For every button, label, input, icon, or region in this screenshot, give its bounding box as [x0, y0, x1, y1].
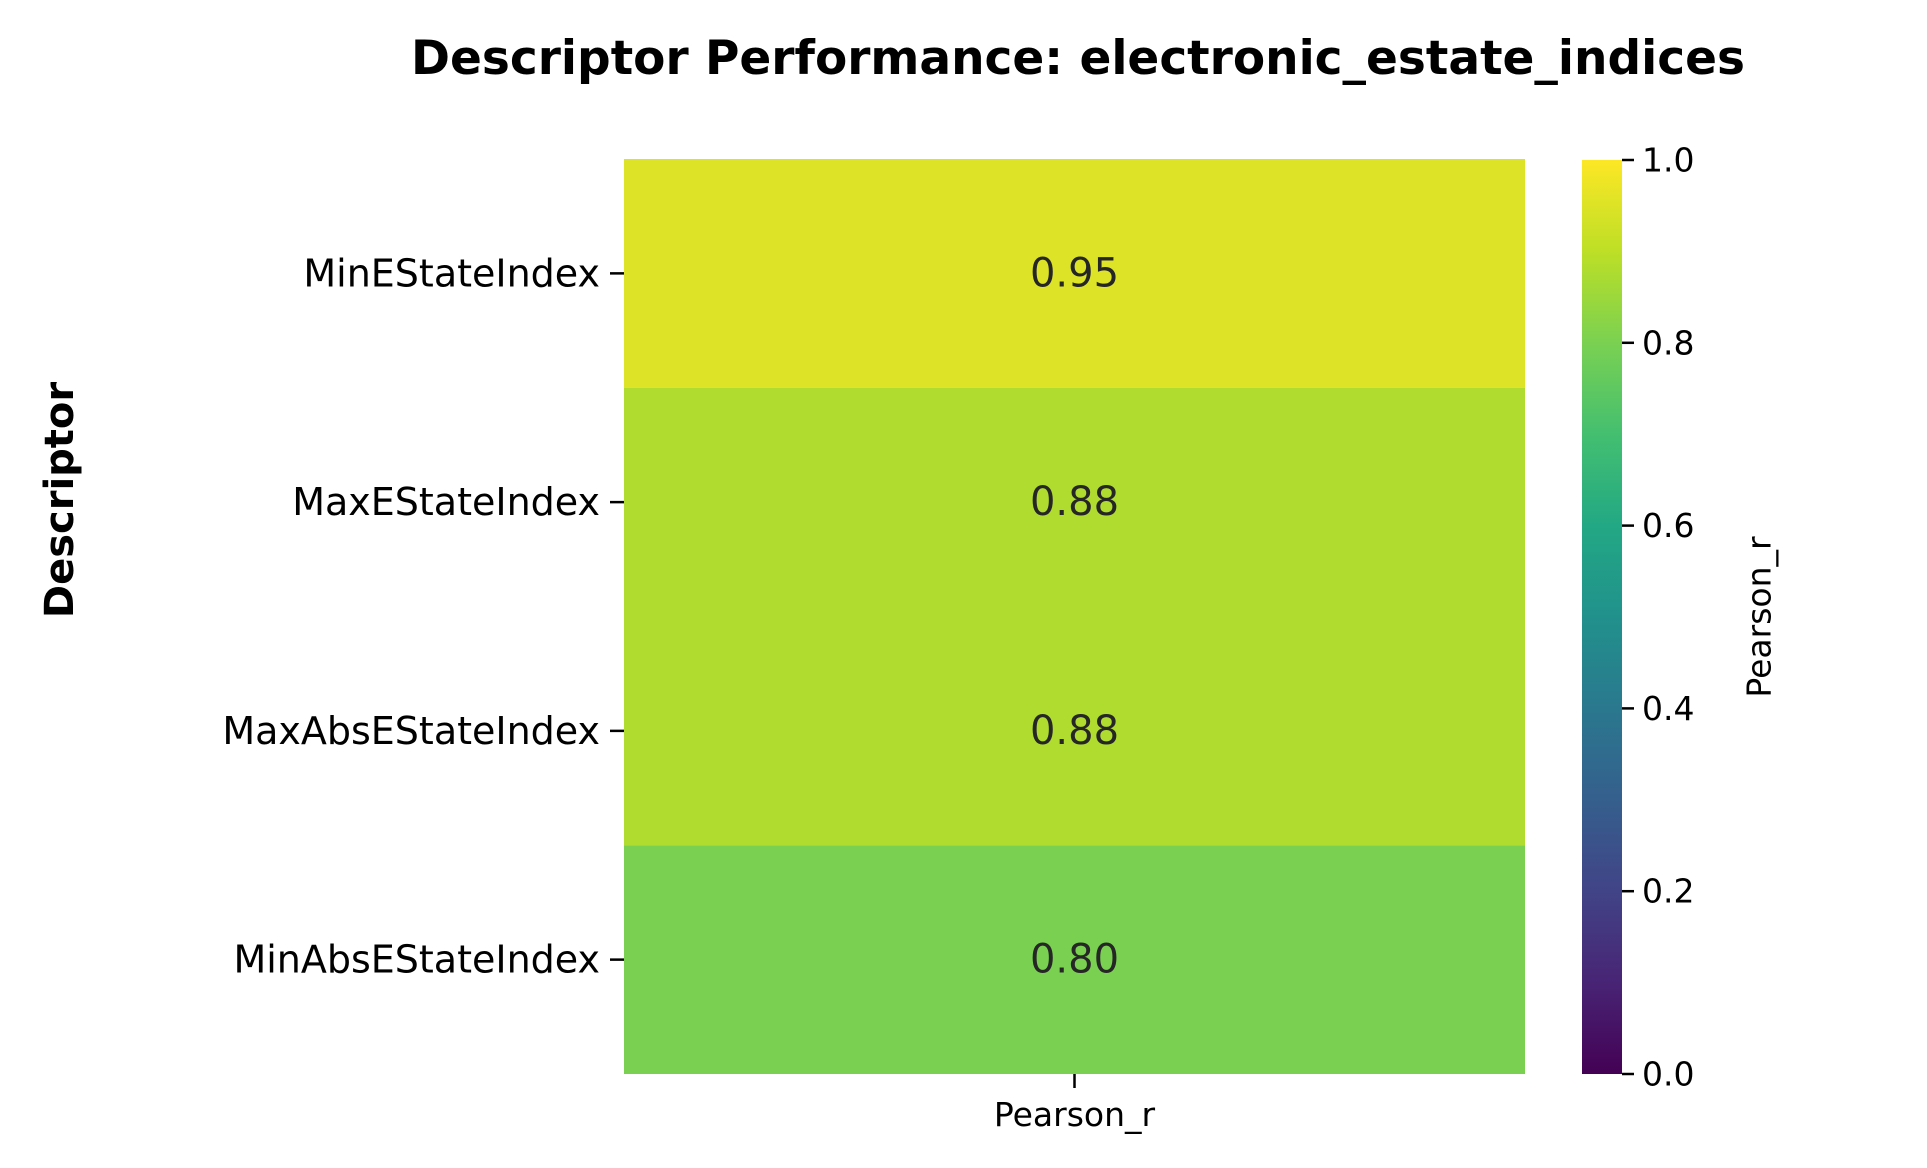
colorbar-tick-label: 0.6 [1642, 506, 1694, 545]
y-axis-ticks: MinEStateIndex MaxEStateIndex MaxAbsEState… [222, 251, 624, 982]
y-axis-label: Descriptor [37, 382, 83, 619]
chart-title: Descriptor Performance: electronic_estat… [411, 31, 1745, 86]
cell-value-label: 0.88 [1030, 479, 1119, 525]
cell-value-label: 0.80 [1030, 937, 1119, 983]
colorbar-ticks: 0.0 0.2 0.4 0.6 0.8 1.0 [1622, 141, 1694, 1094]
y-tick-label: MaxAbsEStateIndex [222, 709, 600, 753]
y-tick-label: MinAbsEStateIndex [233, 938, 600, 982]
heatmap-cell [624, 616, 1525, 846]
cell-value-label: 0.95 [1030, 250, 1119, 296]
heatmap-cell [624, 387, 1525, 617]
colorbar-tick-label: 0.8 [1642, 323, 1694, 362]
x-axis-ticks: Pearson_r [994, 1074, 1156, 1134]
y-tick-label: MinEStateIndex [303, 251, 600, 295]
colorbar [1582, 160, 1622, 1074]
x-tick-label: Pearson_r [994, 1095, 1156, 1134]
cell-value-label: 0.88 [1030, 708, 1119, 754]
colorbar-tick-label: 0.0 [1642, 1055, 1694, 1094]
heatmap-cells: 0.95 0.88 0.88 0.80 [624, 159, 1525, 1074]
heatmap-cell [624, 159, 1525, 388]
colorbar-tick-label: 0.4 [1642, 689, 1694, 728]
colorbar-tick-label: 0.2 [1642, 872, 1694, 911]
y-tick-label: MaxEStateIndex [292, 480, 600, 524]
colorbar-tick-label: 1.0 [1642, 141, 1694, 180]
heatmap-cell [624, 845, 1525, 1074]
colorbar-label: Pearson_r [1740, 536, 1779, 698]
